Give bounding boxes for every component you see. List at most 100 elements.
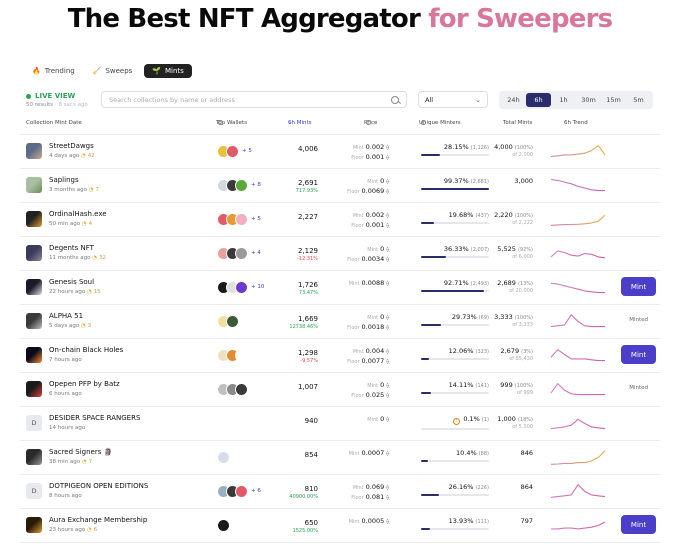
unique-minters-bar-fill (421, 494, 439, 496)
wallet-avatar[interactable] (226, 144, 239, 158)
collection-avatar[interactable]: D (26, 483, 42, 499)
wallet-avatar[interactable] (235, 382, 248, 396)
timeframe-15m[interactable]: 15m (606, 96, 621, 104)
minted-label: Minted (629, 317, 648, 323)
top-wallets[interactable]: + 4 (217, 246, 261, 260)
more-wallets-count[interactable]: + 8 (251, 182, 261, 188)
search-icon[interactable] (391, 95, 399, 104)
timeframe-24h[interactable]: 24h (507, 96, 520, 104)
wallet-avatar[interactable] (235, 484, 248, 498)
mint-button[interactable]: Mint (621, 515, 656, 534)
tab-mints[interactable]: 🌱 Mints (144, 64, 192, 78)
table-row[interactable]: Genesis Soul 22 hours ago ◔ 15 + 10 1,726 73.… (20, 270, 660, 304)
collection-avatar[interactable]: D (26, 415, 42, 431)
total-mints: 999 (500, 381, 513, 389)
table-row[interactable]: StreetDawgs 4 days ago ◔ 42 + 5 4,006 Mint 0.0… (20, 134, 660, 168)
wallet-avatar[interactable] (217, 450, 230, 464)
collection-avatar[interactable] (26, 279, 42, 295)
collection-avatar[interactable] (26, 177, 42, 193)
mint-age: 22 hours ago (49, 289, 86, 295)
table-row[interactable]: Opepen PFP by Batz 6 hours ago 1,007 Mint 0 ⟠… (20, 372, 660, 406)
column-collection[interactable]: Collection Mint Date (26, 120, 82, 126)
top-wallets[interactable] (217, 314, 239, 328)
table-row[interactable]: Degents NFT 11 months ago ◔ 32 + 4 2,129 -12.… (20, 236, 660, 270)
tab-trending[interactable]: 🔥 Trending (26, 64, 81, 78)
collection-avatar[interactable] (26, 211, 42, 227)
collection-name[interactable]: Opepen PFP by Batz (49, 380, 120, 388)
mints-change: 717.93% (295, 188, 318, 194)
table-row[interactable]: On-chain Black Holes 7 hours ago 1,298 -9.5… (20, 338, 660, 372)
collection-name[interactable]: StreetDawgs (49, 142, 94, 150)
collection-name[interactable]: Aura Exchange Membership (49, 516, 148, 524)
sprout-icon: 🌱 (152, 67, 162, 75)
flame-icon: ◔ (86, 527, 92, 533)
more-wallets-count[interactable]: + 6 (251, 488, 261, 494)
collection-name[interactable]: Genesis Soul (49, 278, 95, 286)
collection-avatar[interactable] (26, 449, 42, 465)
trend-sparkline (550, 446, 606, 468)
collection-name[interactable]: OrdinalHash.exe (49, 210, 107, 218)
more-wallets-count[interactable]: + 10 (251, 284, 265, 290)
timeframe-30m[interactable]: 30m (581, 96, 596, 104)
collection-avatar[interactable] (26, 381, 42, 397)
top-wallets[interactable]: + 6 (217, 484, 261, 498)
mints-count: 940 (304, 417, 318, 425)
collection-avatar[interactable] (26, 313, 42, 329)
top-wallets[interactable]: + 5 (217, 144, 252, 158)
wallet-avatar[interactable] (226, 314, 239, 328)
wallet-avatar[interactable] (235, 246, 248, 260)
more-wallets-count[interactable]: + 5 (242, 148, 252, 154)
wallet-avatar[interactable] (235, 280, 248, 294)
timeframe-6h[interactable]: 6h (526, 93, 551, 107)
total-supply-prefix: of (512, 152, 519, 158)
tab-sweeps[interactable]: 🧹 Sweeps (87, 64, 139, 78)
mint-age: 5 days ago (49, 323, 80, 329)
column-total-mints[interactable]: Total Mints (503, 120, 533, 126)
mints-count: 854 (304, 451, 318, 459)
unique-minters-count: (88) (478, 451, 489, 457)
collection-name[interactable]: Saplings (49, 176, 79, 184)
collection-avatar[interactable] (26, 347, 42, 363)
collection-avatar[interactable] (26, 517, 42, 533)
table-row[interactable]: Aura Exchange Membership 23 hours ago ◔ 6 6… (20, 508, 660, 542)
top-wallets[interactable]: + 10 (217, 280, 264, 294)
table-row[interactable]: D DOTPIGEON OPEN EDITIONS 8 hours ago + 6 81… (20, 474, 660, 508)
search-input[interactable] (109, 95, 379, 104)
collection-name[interactable]: DESIDER SPACE RANGERS (49, 414, 141, 422)
collection-avatar[interactable] (26, 143, 42, 159)
more-wallets-count[interactable]: + 5 (251, 216, 261, 222)
wallet-avatar[interactable] (235, 178, 248, 192)
collection-name[interactable]: On-chain Black Holes (49, 346, 124, 354)
top-wallets[interactable]: + 5 (217, 212, 261, 226)
collection-name[interactable]: DOTPIGEON OPEN EDITIONS (49, 482, 149, 490)
table-row[interactable]: Sacred Signers 🗿 38 min ago ◔ 7 854 Mint 0.00… (20, 440, 660, 474)
top-wallets[interactable]: + 8 (217, 178, 261, 192)
table-row[interactable]: Saplings 3 months ago ◔ 7 + 8 2,691 717.93% Mi… (20, 168, 660, 202)
collection-name[interactable]: ALPHA 51 (49, 312, 84, 320)
top-wallets[interactable] (217, 450, 230, 464)
collection-name[interactable]: Sacred Signers 🗿 (49, 448, 113, 456)
table-row[interactable]: OrdinalHash.exe 50 min ago ◔ 4 + 5 2,227 Mint… (20, 202, 660, 236)
collection-name[interactable]: Degents NFT (49, 244, 94, 252)
table-row[interactable]: ALPHA 51 5 days ago ◔ 3 1,669 12738.46% Mint 0… (20, 304, 660, 338)
unique-minters-count: (1,126) (470, 145, 489, 151)
wallet-avatar[interactable] (235, 348, 248, 362)
more-wallets-count[interactable]: + 4 (251, 250, 261, 256)
mint-button[interactable]: Mint (621, 345, 656, 364)
top-wallets[interactable] (217, 348, 248, 362)
mint-age: 11 months ago (49, 255, 91, 261)
table-row[interactable]: D DESIDER SPACE RANGERS 14 hours ago 940 Min… (20, 406, 660, 440)
top-wallets[interactable] (217, 518, 230, 532)
top-wallets[interactable] (217, 382, 248, 396)
timeframe-5m[interactable]: 5m (633, 96, 644, 104)
total-mints-cell: 5,525 (92%) of 6,000 (497, 245, 533, 260)
trend-sparkline (550, 242, 606, 264)
collection-avatar[interactable] (26, 245, 42, 261)
timeframe-1h[interactable]: 1h (559, 96, 568, 104)
mint-button[interactable]: Mint (621, 277, 656, 296)
filter-select[interactable]: All ⌄ (418, 91, 488, 108)
mint-price-label: Mint (348, 451, 360, 457)
wallet-avatar[interactable] (217, 518, 230, 532)
total-mints: 797 (520, 517, 533, 525)
wallet-avatar[interactable] (235, 212, 248, 226)
